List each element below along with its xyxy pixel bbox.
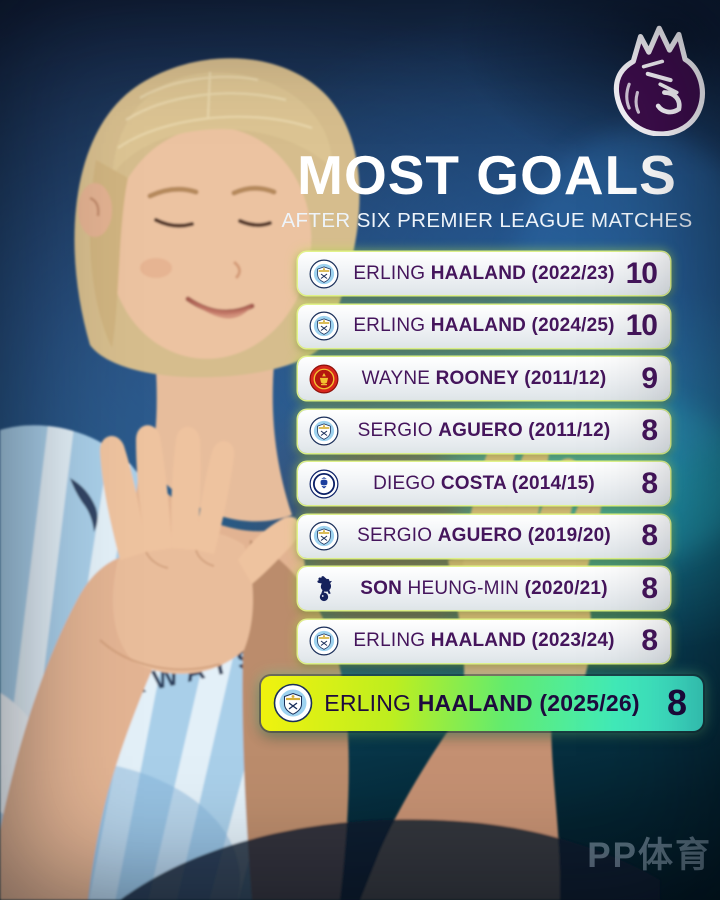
player-row: SON HEUNG-MIN (2020/21) 8 — [298, 567, 670, 610]
goals-value: 8 — [641, 571, 658, 605]
goals-value: 9 — [641, 361, 658, 395]
page-title: MOST GOALS — [297, 144, 677, 206]
player-name: DIEGO COSTA (2014/15) — [373, 472, 595, 494]
goals-value: 8 — [666, 682, 687, 723]
goals-value: 10 — [625, 309, 658, 342]
player-row: ERLING HAALAND (2024/25) 10 — [298, 304, 670, 348]
player-row: DIEGO COSTA (2014/15) 8 — [298, 462, 670, 505]
man-city-badge-icon — [273, 683, 313, 723]
chelsea-badge-icon — [309, 469, 339, 499]
goals-value: 8 — [641, 466, 658, 500]
most-goals-list: ERLING HAALAND (2022/23) 10 ERLING HAALAND… — [261, 252, 703, 740]
player-name: ERLING HAALAND (2022/23) — [353, 262, 615, 284]
goals-value: 8 — [641, 624, 658, 657]
player-name: WAYNE ROONEY (2011/12) — [361, 367, 607, 389]
player-row: WAYNE ROONEY (2011/12) 9 — [298, 357, 670, 400]
player-name: ERLING HAALAND (2025/26) — [324, 689, 640, 716]
player-row: ERLING HAALAND (2022/23) 10 — [298, 252, 670, 295]
player-row-highlight: ERLING HAALAND (2025/26) 8 — [261, 675, 703, 731]
man-city-badge-icon — [309, 259, 339, 289]
player-row: ERLING HAALAND (2023/24) 8 — [298, 619, 670, 663]
tottenham-badge-icon — [309, 574, 339, 604]
page-subtitle: AFTER SIX PREMIER LEAGUE MATCHES — [281, 209, 693, 232]
player-name: SERGIO AGUERO (2011/12) — [357, 420, 611, 441]
player-name: ERLING HAALAND (2023/24) — [353, 630, 615, 651]
man-city-badge-icon — [309, 311, 339, 341]
player-row: SERGIO AGUERO (2011/12) 8 — [298, 409, 670, 453]
player-name: SON HEUNG-MIN (2020/21) — [360, 577, 608, 599]
goals-value: 10 — [625, 256, 658, 290]
player-figure: IHA AIRWAYS — [0, 58, 660, 900]
player-name: SERGIO AGUERO (2019/20) — [357, 525, 611, 546]
header: MOST GOALS AFTER SIX PREMIER LEAGUE MATC… — [252, 148, 720, 233]
man-city-badge-icon — [309, 626, 339, 656]
player-name: ERLING HAALAND (2024/25) — [353, 315, 615, 336]
man-city-badge-icon — [309, 416, 339, 446]
man-city-badge-icon — [309, 521, 339, 551]
man-utd-badge-icon — [309, 364, 339, 394]
premier-league-lion-icon — [613, 25, 705, 136]
goals-value: 8 — [641, 519, 658, 552]
pp-sports-watermark: PP体育 — [587, 836, 712, 875]
player-row: SERGIO AGUERO (2019/20) 8 — [298, 514, 670, 558]
goals-value: 8 — [641, 414, 658, 447]
